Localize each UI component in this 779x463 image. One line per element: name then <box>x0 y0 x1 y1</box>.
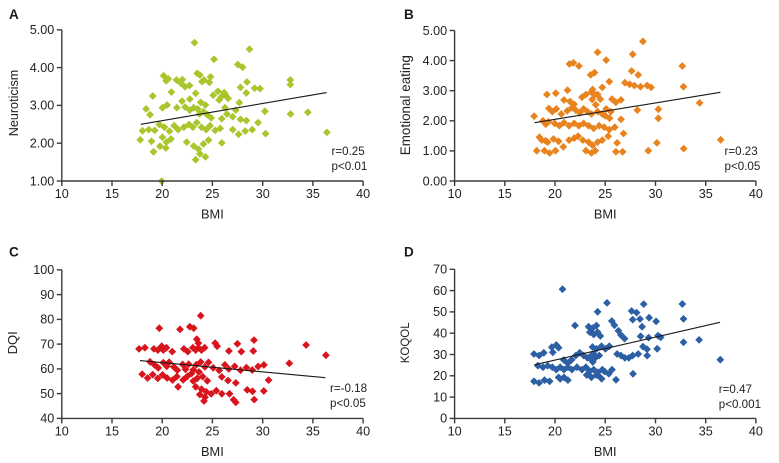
svg-text:20: 20 <box>548 425 562 439</box>
svg-text:D: D <box>404 244 414 259</box>
svg-text:5.00: 5.00 <box>30 23 55 37</box>
svg-text:C: C <box>9 244 19 259</box>
svg-text:20: 20 <box>433 369 447 383</box>
svg-text:0: 0 <box>440 412 447 426</box>
svg-text:r=-0.18: r=-0.18 <box>330 382 367 395</box>
svg-text:60: 60 <box>40 362 54 376</box>
svg-text:KOQOL: KOQOL <box>400 322 412 364</box>
svg-text:40: 40 <box>433 327 447 341</box>
svg-text:BMI: BMI <box>201 207 224 222</box>
svg-text:4.00: 4.00 <box>423 54 448 68</box>
svg-text:50: 50 <box>40 387 54 401</box>
svg-text:p<0.05: p<0.05 <box>330 397 366 410</box>
svg-text:20: 20 <box>548 187 562 201</box>
svg-text:4.00: 4.00 <box>30 61 55 75</box>
svg-text:40: 40 <box>356 187 370 201</box>
svg-text:Neuroticism: Neuroticism <box>7 70 21 136</box>
svg-text:70: 70 <box>40 337 54 351</box>
svg-text:90: 90 <box>40 288 54 302</box>
svg-text:35: 35 <box>699 187 713 201</box>
svg-text:p<0.01: p<0.01 <box>332 160 368 173</box>
svg-text:40: 40 <box>356 425 370 439</box>
svg-text:50: 50 <box>433 305 447 319</box>
svg-text:100: 100 <box>33 263 54 277</box>
svg-text:10: 10 <box>55 425 69 439</box>
svg-text:0.00: 0.00 <box>423 174 448 188</box>
svg-text:25: 25 <box>598 187 612 201</box>
svg-text:3.00: 3.00 <box>423 84 448 98</box>
svg-text:30: 30 <box>256 187 270 201</box>
svg-text:15: 15 <box>105 425 119 439</box>
svg-text:60: 60 <box>433 284 447 298</box>
svg-text:15: 15 <box>498 425 512 439</box>
svg-text:10: 10 <box>448 187 462 201</box>
svg-text:1.00: 1.00 <box>30 174 55 188</box>
svg-text:40: 40 <box>749 425 763 439</box>
svg-text:2.00: 2.00 <box>423 114 448 128</box>
svg-text:3.00: 3.00 <box>30 99 55 113</box>
svg-text:70: 70 <box>433 263 447 277</box>
svg-text:10: 10 <box>448 425 462 439</box>
svg-text:40: 40 <box>40 412 54 426</box>
svg-text:15: 15 <box>498 187 512 201</box>
svg-text:10: 10 <box>433 390 447 404</box>
svg-text:BMI: BMI <box>594 207 617 222</box>
svg-text:DQI: DQI <box>5 331 20 354</box>
svg-text:Emotional eating: Emotional eating <box>398 55 413 155</box>
svg-text:40: 40 <box>749 187 763 201</box>
svg-text:25: 25 <box>205 425 219 439</box>
svg-text:30: 30 <box>256 425 270 439</box>
svg-text:35: 35 <box>306 187 320 201</box>
svg-text:30: 30 <box>648 425 662 439</box>
svg-text:p<0.001: p<0.001 <box>719 398 761 411</box>
svg-text:20: 20 <box>155 425 169 439</box>
svg-text:r=0.25: r=0.25 <box>332 145 365 158</box>
svg-text:15: 15 <box>105 187 119 201</box>
svg-text:1.00: 1.00 <box>423 144 448 158</box>
svg-text:BMI: BMI <box>201 444 224 459</box>
svg-text:25: 25 <box>205 187 219 201</box>
svg-text:r=0.23: r=0.23 <box>725 145 758 158</box>
svg-text:80: 80 <box>40 313 54 327</box>
svg-text:p<0.05: p<0.05 <box>725 160 761 173</box>
svg-text:35: 35 <box>699 425 713 439</box>
svg-text:30: 30 <box>648 187 662 201</box>
svg-text:5.00: 5.00 <box>423 24 448 38</box>
svg-text:20: 20 <box>155 187 169 201</box>
svg-text:BMI: BMI <box>594 444 617 459</box>
svg-text:A: A <box>9 7 19 22</box>
svg-text:10: 10 <box>55 187 69 201</box>
svg-text:25: 25 <box>598 425 612 439</box>
svg-text:2.00: 2.00 <box>30 137 55 151</box>
svg-text:B: B <box>404 7 414 22</box>
svg-text:30: 30 <box>433 348 447 362</box>
svg-text:r=0.47: r=0.47 <box>719 383 752 396</box>
svg-text:35: 35 <box>306 425 320 439</box>
